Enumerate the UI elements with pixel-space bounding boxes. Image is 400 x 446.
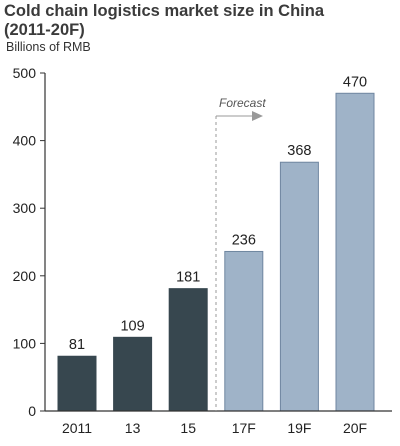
x-tick-label-17F: 17F	[232, 420, 256, 436]
bar-2011	[57, 355, 97, 412]
chart-title: Cold chain logistics market size in Chin…	[4, 2, 324, 40]
value-label-20F: 470	[343, 74, 367, 90]
y-tick-label: 0	[28, 403, 36, 419]
value-label-2011: 81	[69, 337, 85, 353]
value-label-15: 181	[176, 270, 200, 286]
bar-15	[168, 288, 208, 412]
bar-13	[113, 336, 153, 412]
y-tick-label: 300	[13, 200, 37, 216]
y-tick-label: 200	[13, 268, 37, 284]
x-tick-label-15: 15	[180, 420, 196, 436]
bar-20F	[335, 92, 375, 412]
x-tick-label-19F: 19F	[287, 420, 311, 436]
y-tick-label: 500	[13, 65, 37, 81]
x-tick-label-13: 13	[125, 420, 141, 436]
chart-title-line-1: Cold chain logistics market size in Chin…	[4, 2, 324, 20]
chart-title-line-2: (2011-20F)	[4, 21, 85, 39]
value-label-19F: 368	[287, 143, 311, 159]
y-tick-label: 100	[13, 335, 37, 351]
bar-19F	[279, 161, 319, 412]
y-tick-label: 400	[13, 133, 37, 149]
x-tick-label-20F: 20F	[343, 420, 367, 436]
forecast-label: Forecast	[219, 96, 266, 110]
y-axis-unit-label: Billions of RMB	[6, 40, 91, 54]
forecast-arrow-head	[252, 111, 263, 121]
value-label-13: 109	[120, 318, 144, 334]
x-tick-label-2011: 2011	[62, 420, 92, 436]
value-label-17F: 236	[232, 232, 256, 248]
bar-17F	[224, 250, 264, 412]
